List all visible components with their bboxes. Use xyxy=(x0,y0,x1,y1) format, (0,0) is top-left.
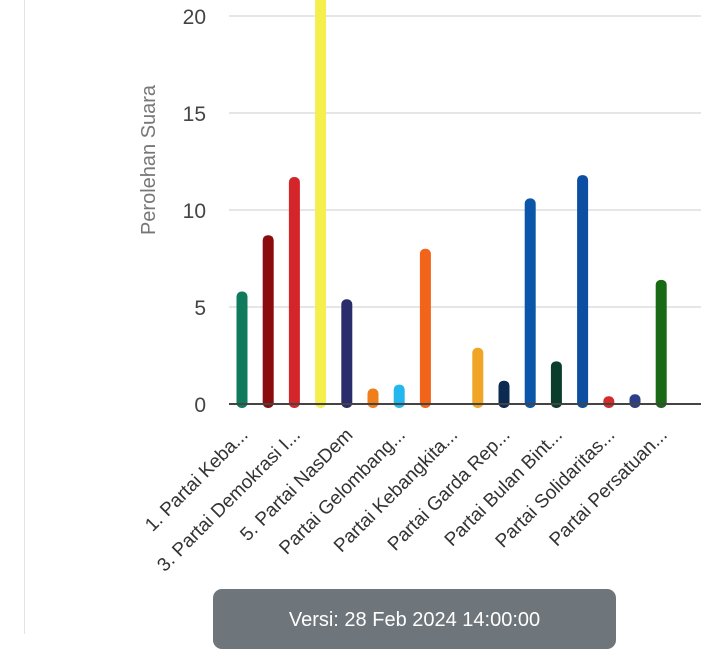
bar[interactable] xyxy=(419,248,431,408)
bar[interactable] xyxy=(393,384,405,408)
bar[interactable] xyxy=(524,198,536,408)
y-tick-label: 20 xyxy=(183,6,206,29)
bar[interactable] xyxy=(288,177,300,408)
y-tick-label: 15 xyxy=(183,103,206,126)
y-tick-label: 10 xyxy=(183,200,206,223)
version-text: Versi: 28 Feb 2024 14:00:00 xyxy=(288,609,541,631)
y-axis-title: Perolehan Suara xyxy=(138,84,160,235)
bar[interactable] xyxy=(577,175,589,408)
bar[interactable] xyxy=(550,361,562,408)
y-tick-label: 5 xyxy=(194,297,206,320)
version-badge: Versi: 28 Feb 2024 14:00:00 xyxy=(213,589,616,649)
chart-card: 0 5 10 15 20 Perolehan Suara 1. Partai Keba...… xyxy=(24,0,720,634)
bar[interactable] xyxy=(629,394,641,408)
bar[interactable] xyxy=(341,299,353,408)
bar[interactable] xyxy=(367,388,379,408)
bar[interactable] xyxy=(262,235,274,408)
bar[interactable] xyxy=(236,291,248,408)
bar[interactable] xyxy=(315,0,327,408)
bar[interactable] xyxy=(472,347,484,408)
bar[interactable] xyxy=(603,396,615,408)
bar[interactable] xyxy=(498,380,510,408)
bar[interactable] xyxy=(655,279,667,408)
y-tick-label: 0 xyxy=(194,394,206,417)
